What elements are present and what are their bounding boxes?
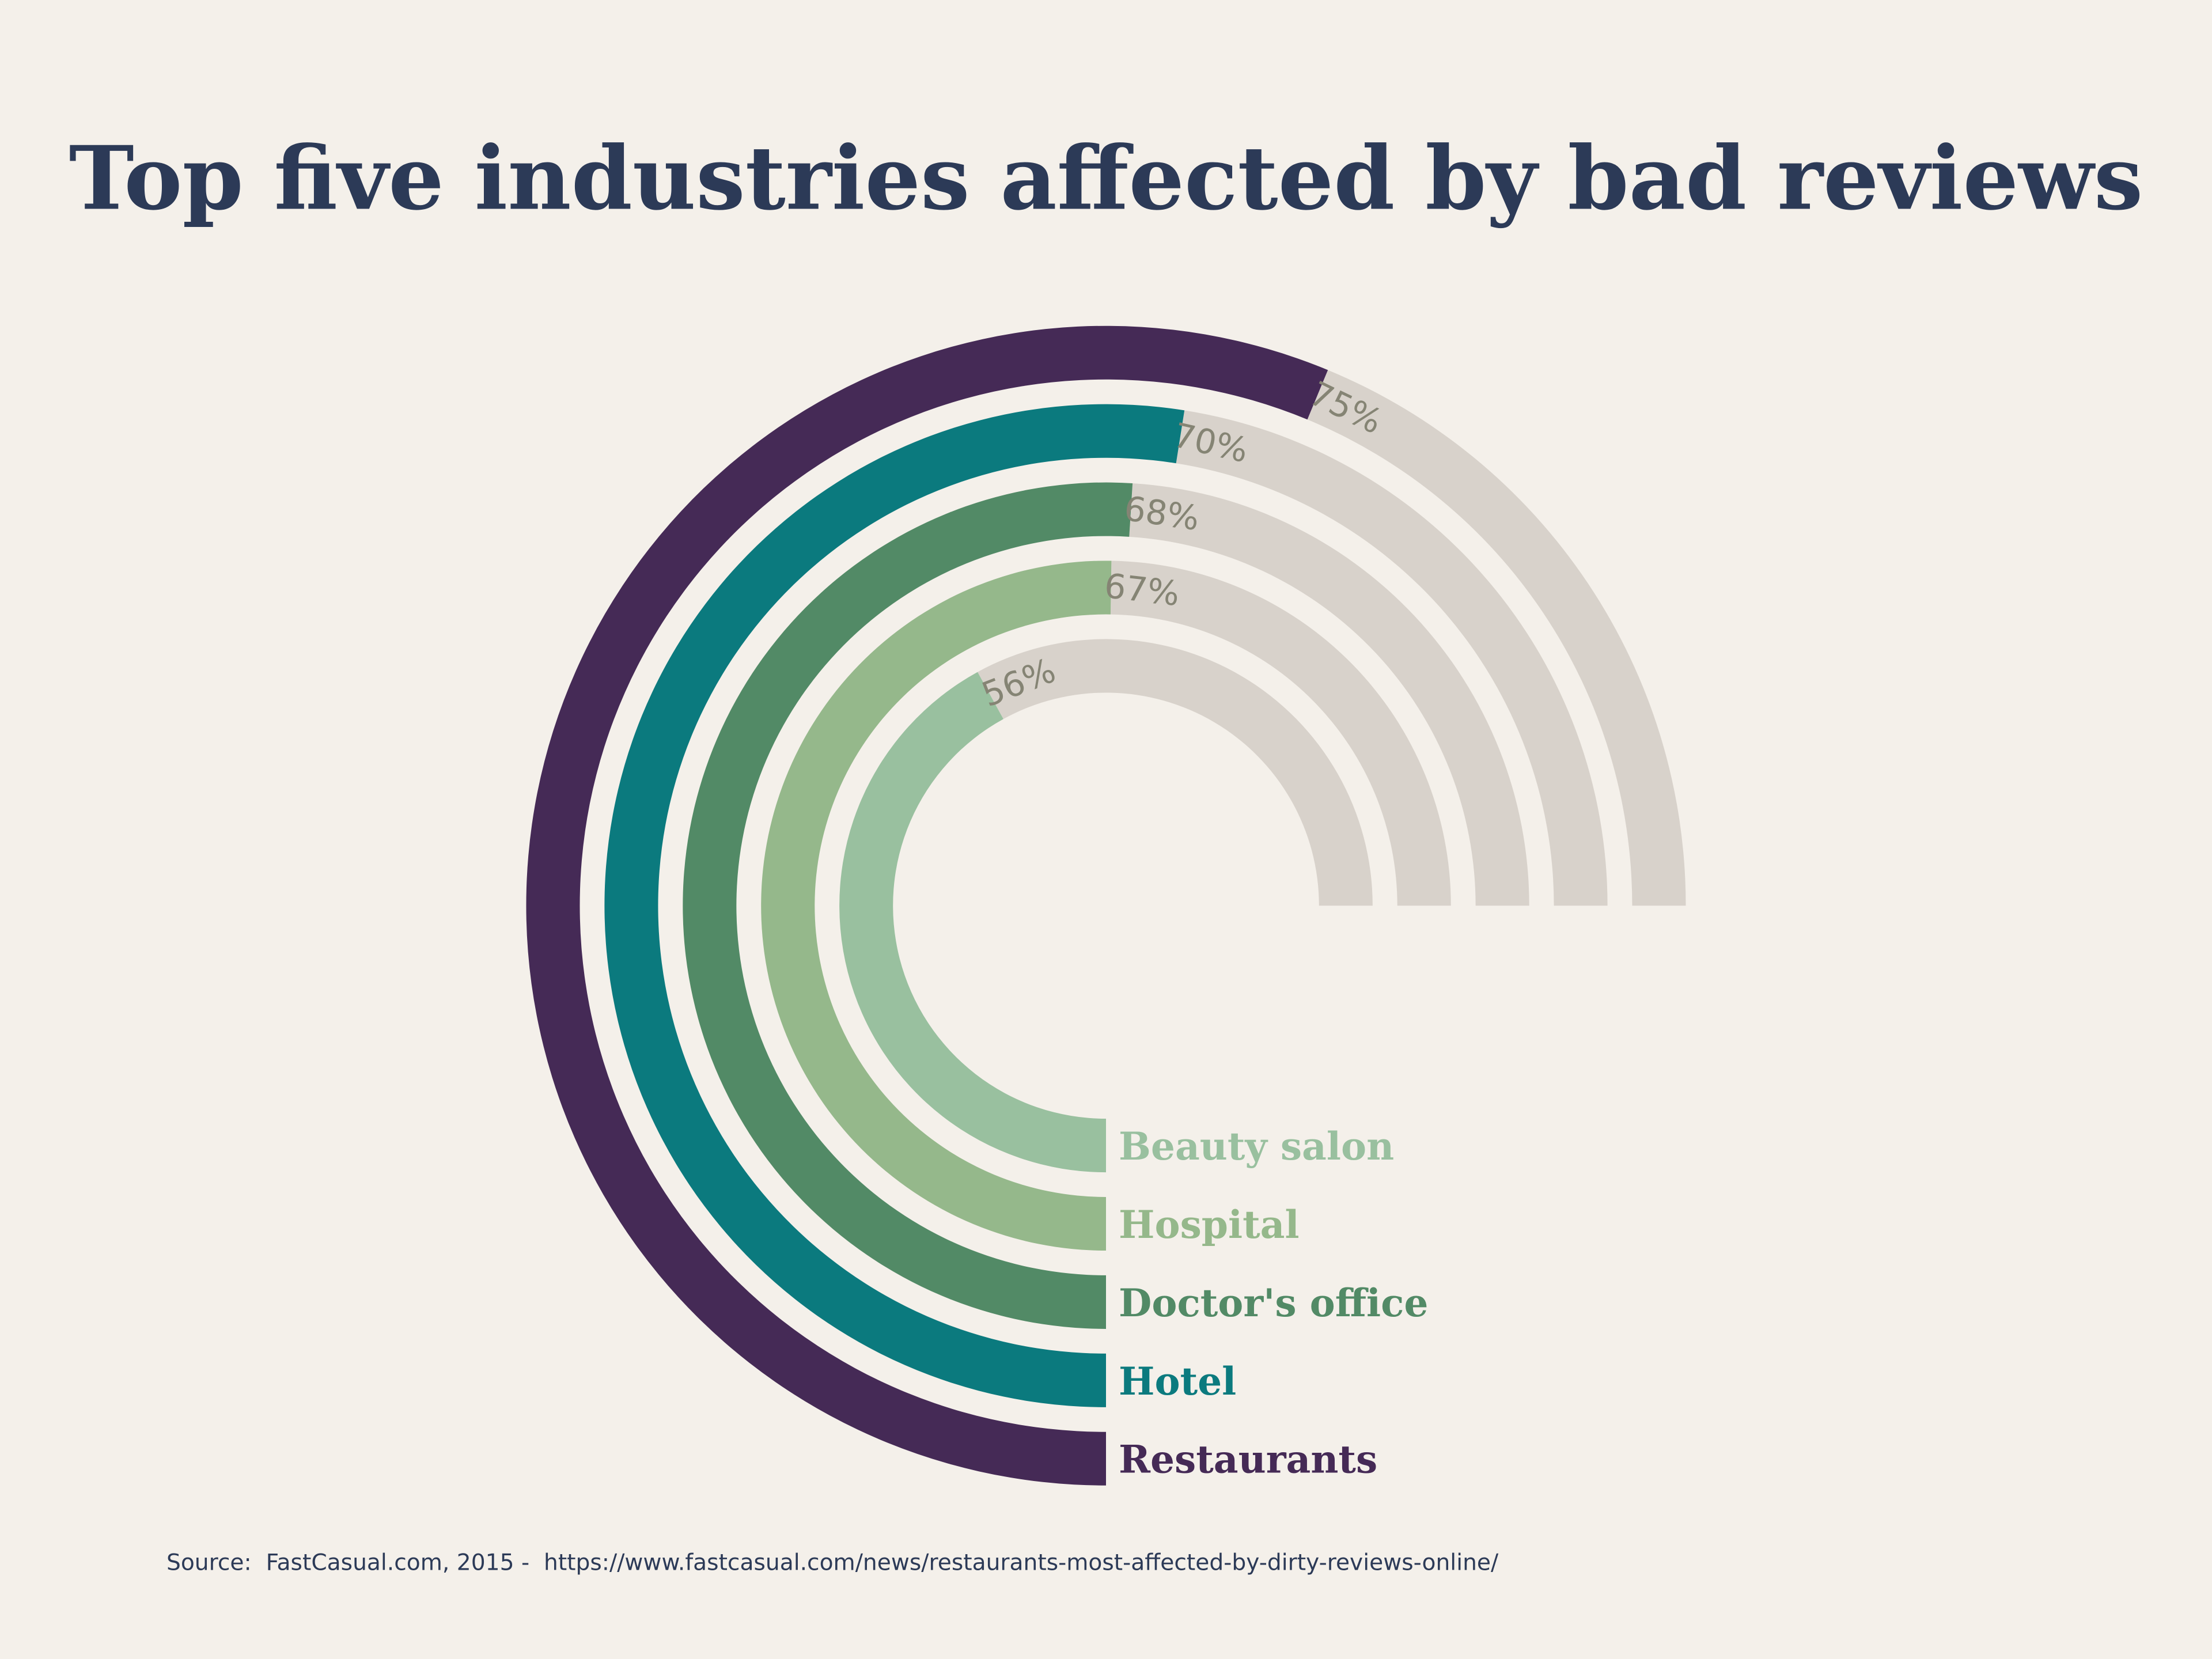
- track-arc: [1110, 560, 1451, 906]
- category-label: Doctor's office: [1119, 1281, 1428, 1325]
- category-label: Hotel: [1119, 1359, 1236, 1404]
- category-label: Restaurants: [1119, 1437, 1377, 1482]
- track-arc: [978, 639, 1373, 906]
- source-note: Source: FastCasual.com, 2015 - https://w…: [166, 1550, 1499, 1576]
- value-arc: [839, 672, 1106, 1173]
- value-arc: [761, 560, 1112, 1251]
- percent-label: 67%: [1103, 566, 1182, 613]
- track-arc: [1307, 370, 1686, 906]
- track-arc: [1129, 483, 1529, 906]
- category-label: Beauty salon: [1119, 1124, 1394, 1169]
- track-arc: [1176, 410, 1608, 906]
- chart-title: Top five industries affected by bad revi…: [69, 126, 2143, 229]
- value-arc: [683, 482, 1133, 1329]
- category-label: Hospital: [1119, 1202, 1300, 1247]
